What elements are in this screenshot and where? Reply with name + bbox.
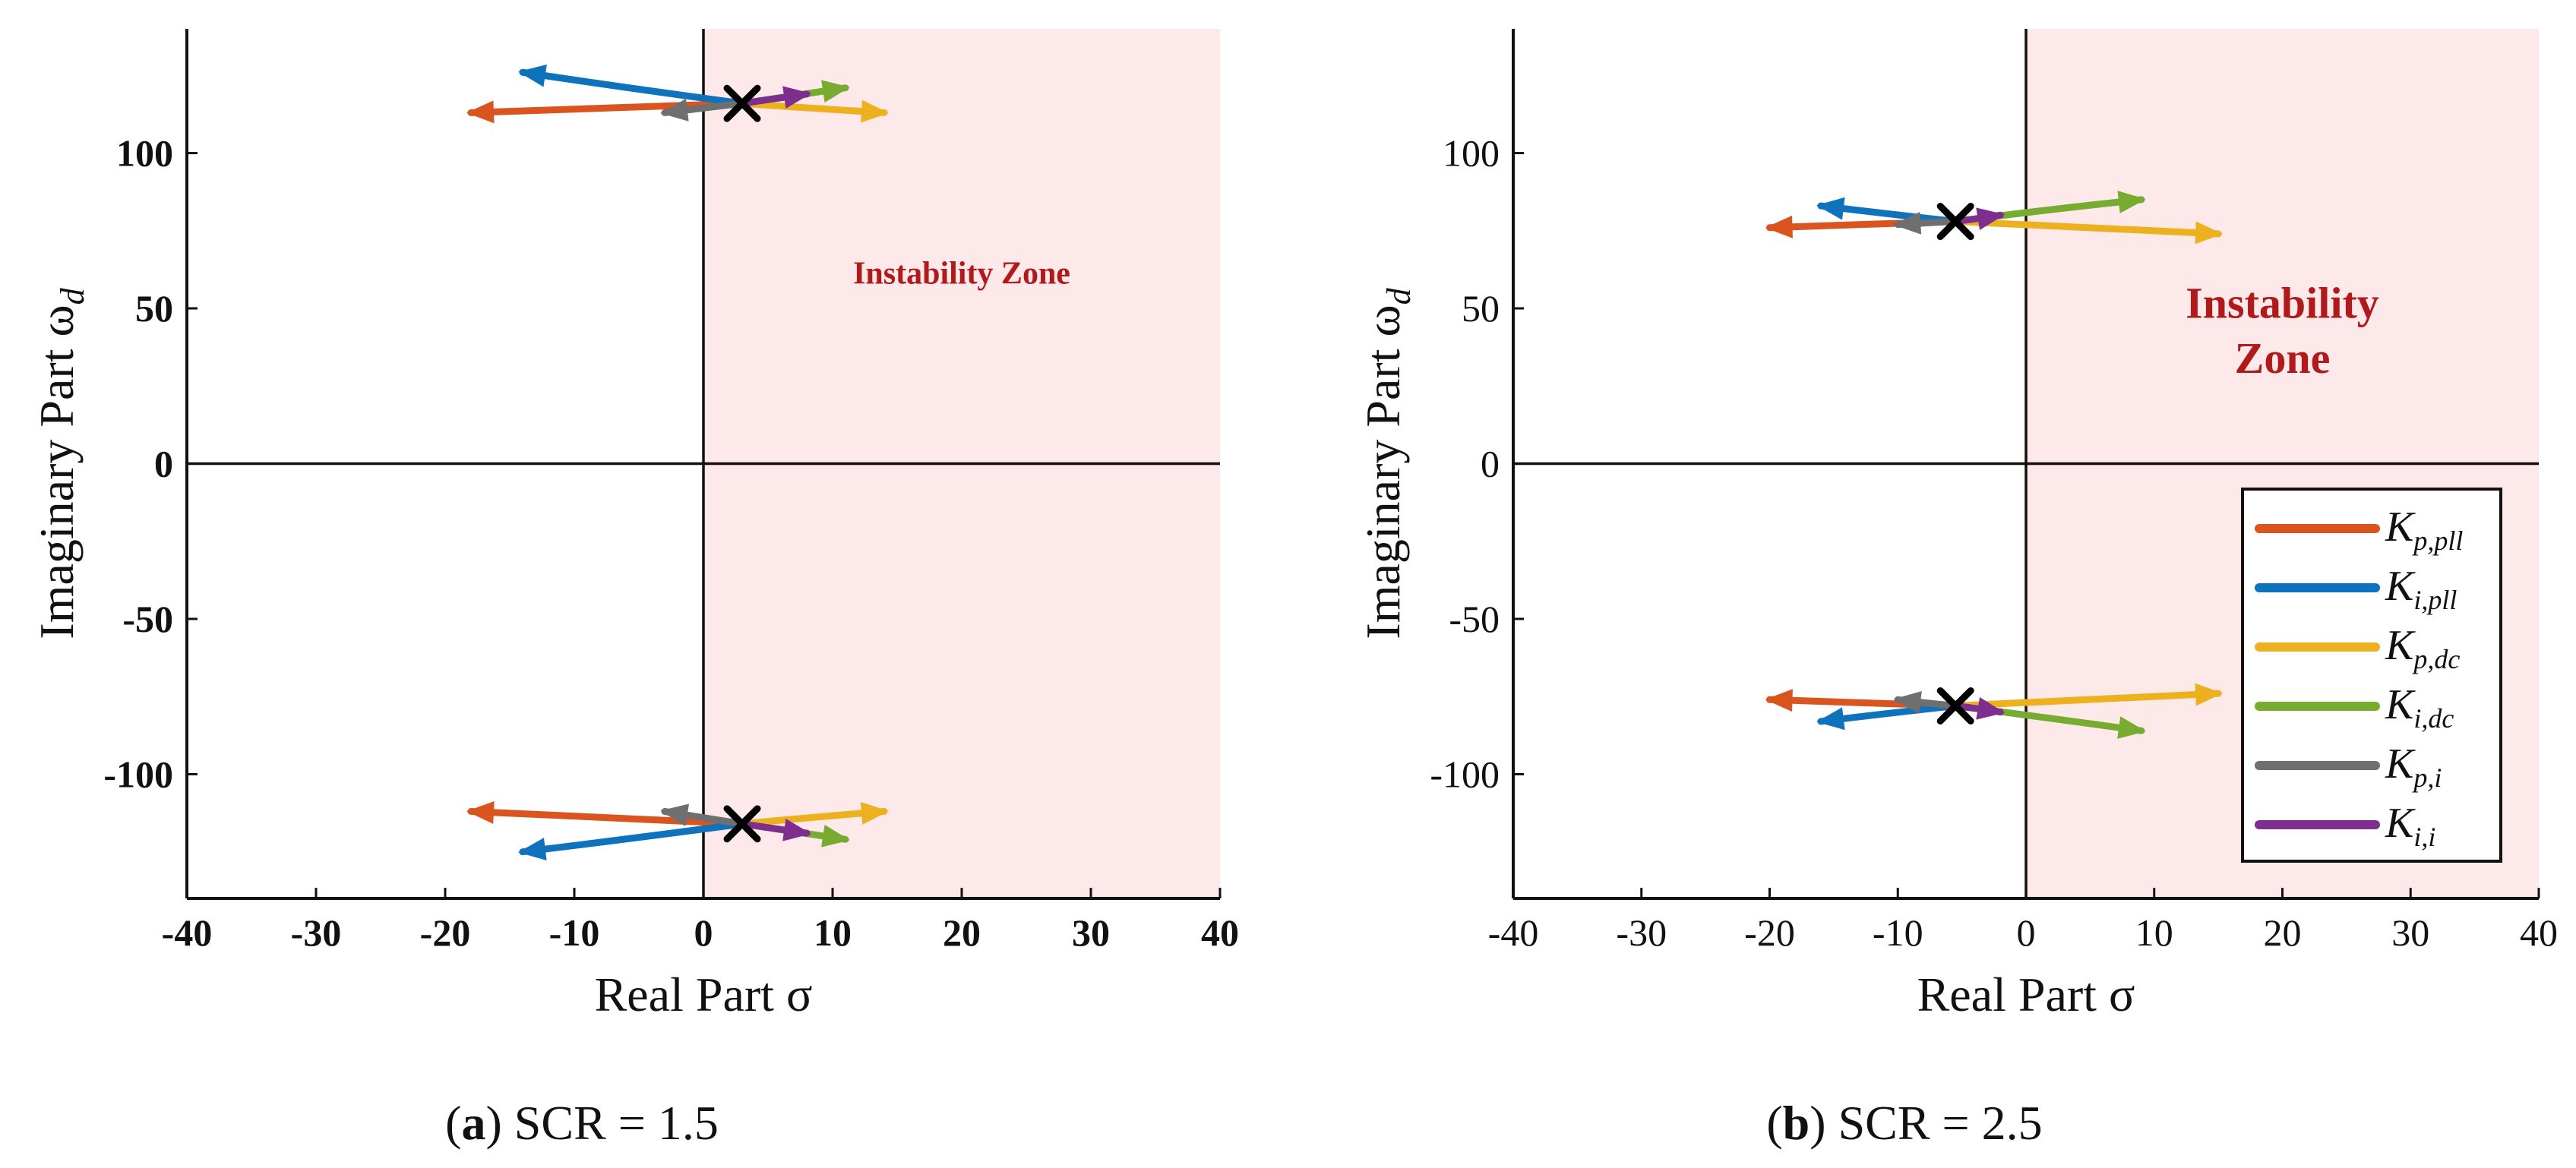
instability-zone-label: Instability Zone xyxy=(853,256,1070,291)
arrowhead-Kp_dc xyxy=(2195,683,2224,706)
x-tick-label: -10 xyxy=(1873,911,1923,954)
marker-stroke xyxy=(1936,687,1974,724)
arrowhead-Ki_pll xyxy=(518,838,547,860)
y-tick-label: 50 xyxy=(135,287,173,330)
arrowhead-Kp_i xyxy=(660,98,689,122)
arrowhead-Kp_pll xyxy=(466,100,495,124)
arrowhead-Kp_pll xyxy=(466,800,495,824)
x-tick-label: 20 xyxy=(2264,911,2302,954)
x-tick-label: -20 xyxy=(420,911,471,954)
x-tick-label: 20 xyxy=(943,911,981,954)
y-tick-label: 50 xyxy=(1462,287,1500,330)
y-tick-label: 0 xyxy=(1481,443,1500,485)
x-tick-label: 10 xyxy=(814,911,852,954)
arrowhead-Ki_i xyxy=(782,86,811,109)
y-tick-label: -50 xyxy=(1449,598,1500,640)
arrowhead-Ki_dc xyxy=(2117,716,2146,739)
x-tick-label: -20 xyxy=(1744,911,1795,954)
caption-a: (a) SCR = 1.5 xyxy=(445,1096,719,1150)
legend: Kp,pll Ki,pll Kp,dc Ki,dc Kp,i Ki,i xyxy=(2241,488,2502,863)
x-tick-label: 40 xyxy=(1201,911,1239,954)
y-tick-label: -100 xyxy=(1430,753,1500,795)
base-point-marker xyxy=(723,84,761,122)
x-tick-label: 0 xyxy=(694,911,713,954)
arrowhead-Ki_i xyxy=(782,818,811,841)
marker-stroke xyxy=(723,805,761,843)
base-point-marker xyxy=(1936,203,1974,241)
x-tick-label: 10 xyxy=(2135,911,2173,954)
arrowhead-Ki_pll xyxy=(518,64,547,87)
x-axis-label: Real Part σ xyxy=(595,968,813,1021)
arrowhead-Kp_i xyxy=(1893,211,1922,235)
arrowhead-Kp_dc xyxy=(860,801,889,825)
legend-label-Ki_i: Ki,i xyxy=(2385,800,2435,852)
marker-stroke xyxy=(723,84,761,122)
x-axis-label: Real Part σ xyxy=(1917,968,2135,1021)
instability-zone-label: Zone xyxy=(2235,333,2331,383)
x-tick-label: 30 xyxy=(1072,911,1110,954)
locus-Ki_pll xyxy=(519,68,746,107)
x-tick-label: -40 xyxy=(1488,911,1539,954)
arrowhead-Kp_pll xyxy=(1765,689,1793,712)
legend-box xyxy=(2241,488,2502,863)
x-tick-label: -30 xyxy=(1616,911,1667,954)
y-tick-label: -50 xyxy=(122,598,173,640)
x-tick-label: -40 xyxy=(162,911,213,954)
arrowhead-Kp_i xyxy=(660,803,689,827)
y-tick-label: 100 xyxy=(1443,132,1500,175)
arrowhead-Kp_dc xyxy=(861,99,889,123)
base-point-marker xyxy=(1936,687,1974,724)
captions: (a) SCR = 1.5 (b) SCR = 2.5 xyxy=(445,1096,2042,1150)
arrowhead-Ki_dc xyxy=(2117,191,2146,213)
base-point-marker xyxy=(723,805,761,843)
arrowhead-Kp_pll xyxy=(1765,215,1793,238)
arrowhead-Ki_dc xyxy=(821,825,850,848)
y-axis-label: Imaginary Part ωd xyxy=(1356,287,1418,639)
arrowhead-Ki_pll xyxy=(1816,707,1845,731)
arrowhead-Ki_i xyxy=(1976,207,2005,230)
x-tick-label: 40 xyxy=(2520,911,2558,954)
legend-label-Ki_dc: Ki,dc xyxy=(2385,681,2454,734)
legend-label-Kp_i: Kp,i xyxy=(2385,740,2442,793)
legend-label-Kp_dc: Kp,dc xyxy=(2385,622,2460,674)
arrowhead-Ki_dc xyxy=(821,80,850,103)
legend-label-Ki_pll: Ki,pll xyxy=(2385,563,2457,615)
legend-label-Kp_pll: Kp,pll xyxy=(2385,504,2463,556)
marker-stroke xyxy=(1936,203,1974,241)
locus-Ki_pll xyxy=(519,820,746,856)
locus-Kp_pll xyxy=(467,808,746,828)
arrowhead-Kp_i xyxy=(1893,691,1922,714)
x-tick-label: 0 xyxy=(2017,911,2036,954)
arrowhead-Kp_dc xyxy=(2195,221,2224,245)
y-tick-label: 100 xyxy=(116,132,173,175)
x-tick-label: -30 xyxy=(291,911,342,954)
arrowhead-Ki_i xyxy=(1976,697,2005,720)
x-tick-label: 30 xyxy=(2391,911,2429,954)
y-tick-label: 0 xyxy=(154,443,173,485)
caption-b: (b) SCR = 2.5 xyxy=(1766,1096,2042,1150)
x-tick-label: -10 xyxy=(549,911,600,954)
y-tick-label: -100 xyxy=(103,753,173,795)
instability-zone-label: Instability xyxy=(2186,278,2379,327)
y-axis-label: Imaginary Part ωd xyxy=(30,287,91,639)
arrowhead-Ki_pll xyxy=(1816,197,1845,220)
